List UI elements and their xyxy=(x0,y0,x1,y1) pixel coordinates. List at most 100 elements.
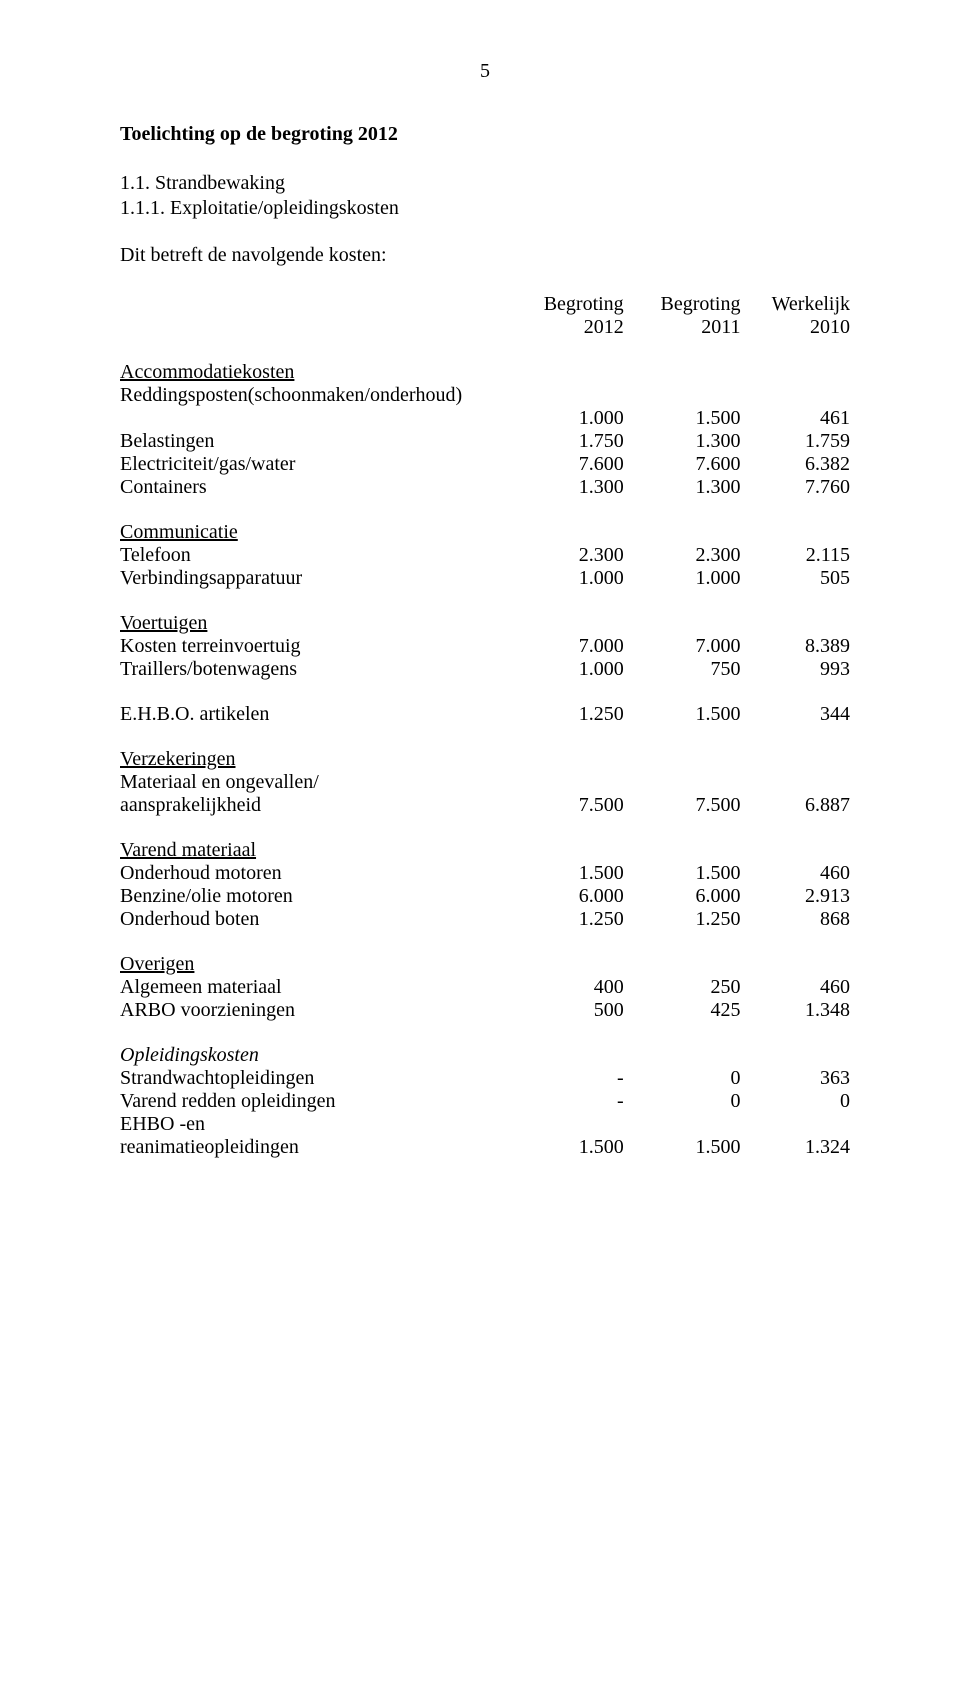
row-label: EHBO -en xyxy=(120,1113,850,1136)
row-v1: 7.000 xyxy=(507,635,624,658)
row-v3: 2.115 xyxy=(740,544,850,567)
section-heading: Varend materiaal xyxy=(120,839,850,862)
row-v2: 7.500 xyxy=(624,794,741,817)
table-row: Electriciteit/gas/water7.6007.6006.382 xyxy=(120,453,850,476)
table-row: Strandwachtopleidingen-0363 xyxy=(120,1067,850,1090)
col-header-2-top: Begroting xyxy=(624,293,741,316)
section-heading-row: Varend materiaal xyxy=(120,839,850,862)
row-v2: 750 xyxy=(624,658,741,681)
row-v3: 344 xyxy=(740,703,850,726)
section-heading-row: Accommodatiekosten xyxy=(120,361,850,384)
section-heading-row: Communicatie xyxy=(120,521,850,544)
row-v3: 1.759 xyxy=(740,430,850,453)
page-title: Toelichting op de begroting 2012 xyxy=(120,123,850,146)
row-v3: 2.913 xyxy=(740,885,850,908)
row-v1: 500 xyxy=(507,999,624,1022)
section-heading-row: Opleidingskosten xyxy=(120,1044,850,1067)
row-v1: 1.750 xyxy=(507,430,624,453)
row-v1: 6.000 xyxy=(507,885,624,908)
col-header-3-bot: 2010 xyxy=(740,316,850,339)
section-heading: Accommodatiekosten xyxy=(120,361,850,384)
table-row: Reddingsposten(schoonmaken/onderhoud) xyxy=(120,384,850,407)
table-row: Varend redden opleidingen-00 xyxy=(120,1090,850,1113)
table-row: Traillers/botenwagens1.000750993 xyxy=(120,658,850,681)
page-number: 5 xyxy=(120,60,850,83)
section-heading-number: 1.1. Strandbewaking xyxy=(120,172,850,195)
row-v1: 1.250 xyxy=(507,908,624,931)
row-label: Benzine/olie motoren xyxy=(120,885,507,908)
section-heading-row: Overigen xyxy=(120,953,850,976)
col-header-1-top: Begroting xyxy=(507,293,624,316)
row-v3: 460 xyxy=(740,976,850,999)
table-header-row-2: 2012 2011 2010 xyxy=(120,316,850,339)
row-v2: 1.000 xyxy=(624,567,741,590)
row-v2: 1.500 xyxy=(624,703,741,726)
row-label: Belastingen xyxy=(120,430,507,453)
section-heading: Voertuigen xyxy=(120,612,850,635)
row-v1: 400 xyxy=(507,976,624,999)
intro-text: Dit betreft de navolgende kosten: xyxy=(120,244,850,267)
row-v1: 1.500 xyxy=(507,862,624,885)
section-heading: Opleidingskosten xyxy=(120,1044,850,1067)
row-v1: 7.600 xyxy=(507,453,624,476)
row-label: Onderhoud boten xyxy=(120,908,507,931)
row-v3: 868 xyxy=(740,908,850,931)
row-v2: 0 xyxy=(624,1090,741,1113)
table-row: Belastingen1.7501.3001.759 xyxy=(120,430,850,453)
row-label: Strandwachtopleidingen xyxy=(120,1067,507,1090)
table-row: Algemeen materiaal400250460 xyxy=(120,976,850,999)
row-label: Materiaal en ongevallen/ xyxy=(120,771,850,794)
row-v1: 1.000 xyxy=(507,407,624,430)
table-row: ARBO voorzieningen5004251.348 xyxy=(120,999,850,1022)
table-row: Materiaal en ongevallen/ xyxy=(120,771,850,794)
row-v1: 2.300 xyxy=(507,544,624,567)
row-v3: 363 xyxy=(740,1067,850,1090)
row-label: Kosten terreinvoertuig xyxy=(120,635,507,658)
section-gap xyxy=(120,931,850,953)
row-v2: 2.300 xyxy=(624,544,741,567)
row-v3: 505 xyxy=(740,567,850,590)
section-gap xyxy=(120,590,850,612)
row-v3: 993 xyxy=(740,658,850,681)
section-gap xyxy=(120,339,850,361)
section-heading-row: Voertuigen xyxy=(120,612,850,635)
row-v2: 7.000 xyxy=(624,635,741,658)
row-v2: 1.250 xyxy=(624,908,741,931)
row-v2: 1.300 xyxy=(624,476,741,499)
row-v3: 1.348 xyxy=(740,999,850,1022)
row-v1: 1.000 xyxy=(507,658,624,681)
row-v2: 7.600 xyxy=(624,453,741,476)
row-label: ARBO voorzieningen xyxy=(120,999,507,1022)
row-label: Reddingsposten(schoonmaken/onderhoud) xyxy=(120,384,850,407)
row-v2: 1.500 xyxy=(624,1136,741,1159)
row-v3: 7.760 xyxy=(740,476,850,499)
col-header-1-bot: 2012 xyxy=(507,316,624,339)
table-row: Benzine/olie motoren6.0006.0002.913 xyxy=(120,885,850,908)
row-v3: 6.382 xyxy=(740,453,850,476)
table-row: EHBO -en xyxy=(120,1113,850,1136)
row-v2: 0 xyxy=(624,1067,741,1090)
table-row: 1.0001.500461 xyxy=(120,407,850,430)
row-v1: 7.500 xyxy=(507,794,624,817)
section-heading-row: Verzekeringen xyxy=(120,748,850,771)
section-heading: Verzekeringen xyxy=(120,748,850,771)
row-label: Verbindingsapparatuur xyxy=(120,567,507,590)
row-v3: 8.389 xyxy=(740,635,850,658)
row-v2: 1.300 xyxy=(624,430,741,453)
row-v1: 1.500 xyxy=(507,1136,624,1159)
table-row: Telefoon2.3002.3002.115 xyxy=(120,544,850,567)
row-v2: 425 xyxy=(624,999,741,1022)
row-v1: - xyxy=(507,1090,624,1113)
row-label: Telefoon xyxy=(120,544,507,567)
row-v3: 460 xyxy=(740,862,850,885)
row-label: Containers xyxy=(120,476,507,499)
section-gap xyxy=(120,1022,850,1044)
row-v2: 6.000 xyxy=(624,885,741,908)
document-page: 5 Toelichting op de begroting 2012 1.1. … xyxy=(0,0,960,1219)
row-label: aansprakelijkheid xyxy=(120,794,507,817)
table-row: Onderhoud motoren1.5001.500460 xyxy=(120,862,850,885)
row-v3: 1.324 xyxy=(740,1136,850,1159)
table-header-row-1: Begroting Begroting Werkelijk xyxy=(120,293,850,316)
table-row: reanimatieopleidingen1.5001.5001.324 xyxy=(120,1136,850,1159)
section-heading: Communicatie xyxy=(120,521,850,544)
